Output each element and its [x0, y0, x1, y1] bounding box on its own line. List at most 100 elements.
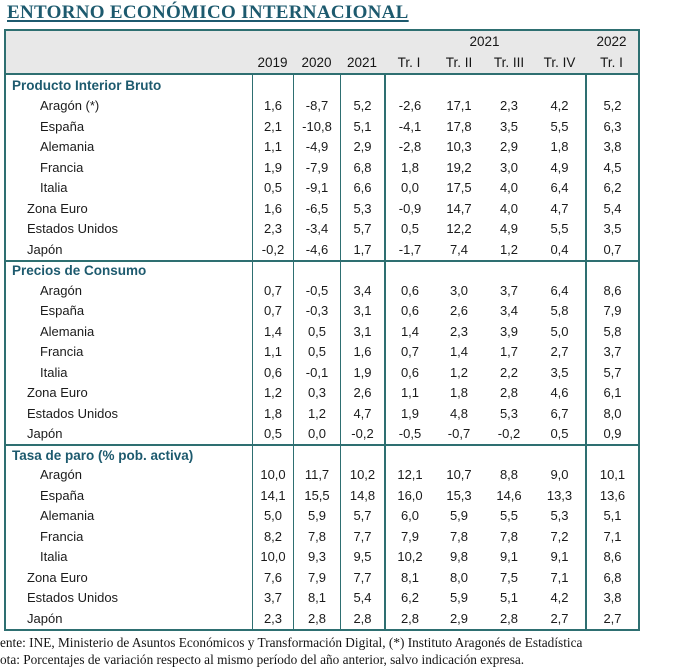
- value-cell: -0,9: [384, 198, 434, 219]
- value-cell: -1,7: [384, 239, 434, 260]
- table-header: 2021 2022 2019 2020 2021 Tr. I Tr. II Tr…: [6, 31, 638, 75]
- empty-cell: [534, 75, 585, 96]
- empty-cell: [293, 446, 340, 465]
- value-cell: 2,8: [384, 608, 434, 629]
- table-row: Francia 8,2 7,8 7,7 7,9 7,8 7,8 7,2 7,1: [6, 526, 638, 547]
- value-cell: 10,2: [384, 546, 434, 567]
- value-cell: 0,0: [384, 177, 434, 198]
- table-row: Alemania 5,0 5,9 5,7 6,0 5,9 5,5 5,3 5,1: [6, 505, 638, 526]
- value-cell: 3,4: [499, 303, 519, 319]
- value-cell: 9,8: [449, 549, 469, 565]
- value-cell: 7,6: [252, 567, 293, 588]
- value-cell: 14,1: [252, 485, 293, 506]
- value-cell: 4,7: [340, 403, 384, 424]
- value-cell: 5,0: [550, 323, 569, 339]
- value-cell: 2,9: [449, 610, 469, 626]
- value-cell: 0,7: [585, 239, 638, 260]
- empty-cell: [434, 75, 484, 96]
- value-cell: 4,9: [499, 221, 519, 237]
- value-cell: -0,2: [340, 423, 384, 444]
- value-cell: 12,1: [384, 464, 434, 485]
- value-cell: 1,9: [252, 157, 293, 178]
- value-cell: 6,1: [585, 382, 638, 403]
- table-row: Aragón 10,0 11,7 10,2 12,1 10,7 8,8 9,0 10,1: [6, 464, 638, 485]
- value-cell: 10,2: [340, 464, 384, 485]
- value-cell: 2,9: [499, 139, 519, 155]
- value-cell: -0,5: [384, 423, 434, 444]
- value-cell: 3,0: [449, 282, 469, 298]
- value-cell: 1,9: [340, 362, 384, 383]
- value-cell: 2,3: [252, 218, 293, 239]
- empty-cell: [252, 446, 293, 465]
- value-cell: -0,5: [293, 280, 340, 301]
- value-cell: 1,6: [340, 341, 384, 362]
- value-cell: 2,7: [550, 344, 569, 360]
- empty-cell: [484, 262, 534, 281]
- empty-cell: [484, 75, 534, 96]
- empty-cell: [484, 446, 534, 465]
- value-cell: 1,1: [252, 136, 293, 157]
- value-cell: -10,8: [293, 116, 340, 137]
- value-cell: 1,6: [252, 198, 293, 219]
- value-cell: 5,5: [499, 508, 519, 524]
- value-cell: 5,2: [585, 95, 638, 116]
- value-cell: 3,0: [499, 159, 519, 175]
- empty-cell: [293, 75, 340, 96]
- value-cell: 10,0: [252, 546, 293, 567]
- value-cell: 6,4: [550, 180, 569, 196]
- empty-cell: [340, 446, 384, 465]
- value-cell: 7,7: [340, 526, 384, 547]
- table-row: Japón 0,5 0,0 -0,2 -0,5 -0,7 -0,2 0,5 0,9: [6, 423, 638, 444]
- value-cell: 8,8: [499, 467, 519, 483]
- value-cell: 2,8: [340, 608, 384, 629]
- table-row: Italia 0,5 -9,1 6,6 0,0 17,5 4,0 6,4 6,2: [6, 177, 638, 198]
- value-cell: 0,3: [293, 382, 340, 403]
- table-row: Alemania 1,4 0,5 3,1 1,4 2,3 3,9 5,0 5,8: [6, 321, 638, 342]
- value-cell: 0,5: [252, 423, 293, 444]
- row-label: Japón: [27, 241, 63, 257]
- value-cell: 1,9: [384, 403, 434, 424]
- row-label: Alemania: [40, 139, 95, 155]
- value-cell: 7,9: [585, 300, 638, 321]
- value-cell: 7,9: [293, 567, 340, 588]
- value-cell: 7,2: [550, 528, 569, 544]
- value-cell: 0,6: [384, 300, 434, 321]
- col-header-tr2: Tr. II: [445, 55, 473, 70]
- empty-cell: [534, 262, 585, 281]
- value-cell: -4,6: [293, 239, 340, 260]
- row-label: Aragón (*): [40, 98, 100, 114]
- section-header-row: Precios de Consumo: [6, 259, 638, 281]
- value-cell: 8,0: [585, 403, 638, 424]
- value-cell: 11,7: [293, 464, 340, 485]
- table-row: Japón -0,2 -4,6 1,7 -1,7 7,4 1,2 0,4 0,7: [6, 239, 638, 260]
- value-cell: 4,2: [550, 98, 569, 114]
- value-cell: 2,6: [340, 382, 384, 403]
- table-row: España 2,1 -10,8 5,1 -4,1 17,8 3,5 5,5 6,3: [6, 116, 638, 137]
- year-group-2022: 2022: [596, 34, 627, 49]
- value-cell: 5,5: [550, 118, 569, 134]
- row-label: Japón: [27, 426, 63, 442]
- table-body: Producto Interior Bruto Aragón (*) 1,6 -8,7…: [6, 75, 638, 629]
- row-label: Japón: [27, 610, 63, 626]
- value-cell: 3,9: [499, 323, 519, 339]
- value-cell: 2,3: [252, 608, 293, 629]
- year-group-2021: 2021: [469, 34, 500, 49]
- value-cell: 1,2: [293, 403, 340, 424]
- value-cell: -9,1: [293, 177, 340, 198]
- value-cell: 3,1: [340, 321, 384, 342]
- value-cell: 3,1: [340, 300, 384, 321]
- table-row: Francia 1,1 0,5 1,6 0,7 1,4 1,7 2,7 3,7: [6, 341, 638, 362]
- value-cell: 5,1: [340, 116, 384, 137]
- value-cell: 0,5: [252, 177, 293, 198]
- value-cell: 0,7: [384, 341, 434, 362]
- value-cell: 7,1: [585, 526, 638, 547]
- table-row: Francia 1,9 -7,9 6,8 1,8 19,2 3,0 4,9 4,5: [6, 157, 638, 178]
- value-cell: 9,1: [499, 549, 519, 565]
- value-cell: 0,6: [384, 362, 434, 383]
- empty-cell: [384, 261, 434, 280]
- value-cell: 6,7: [550, 405, 569, 421]
- col-header-2019: 2019: [257, 55, 288, 70]
- value-cell: 4,5: [585, 157, 638, 178]
- value-cell: 2,6: [449, 303, 469, 319]
- value-cell: 19,2: [446, 159, 472, 175]
